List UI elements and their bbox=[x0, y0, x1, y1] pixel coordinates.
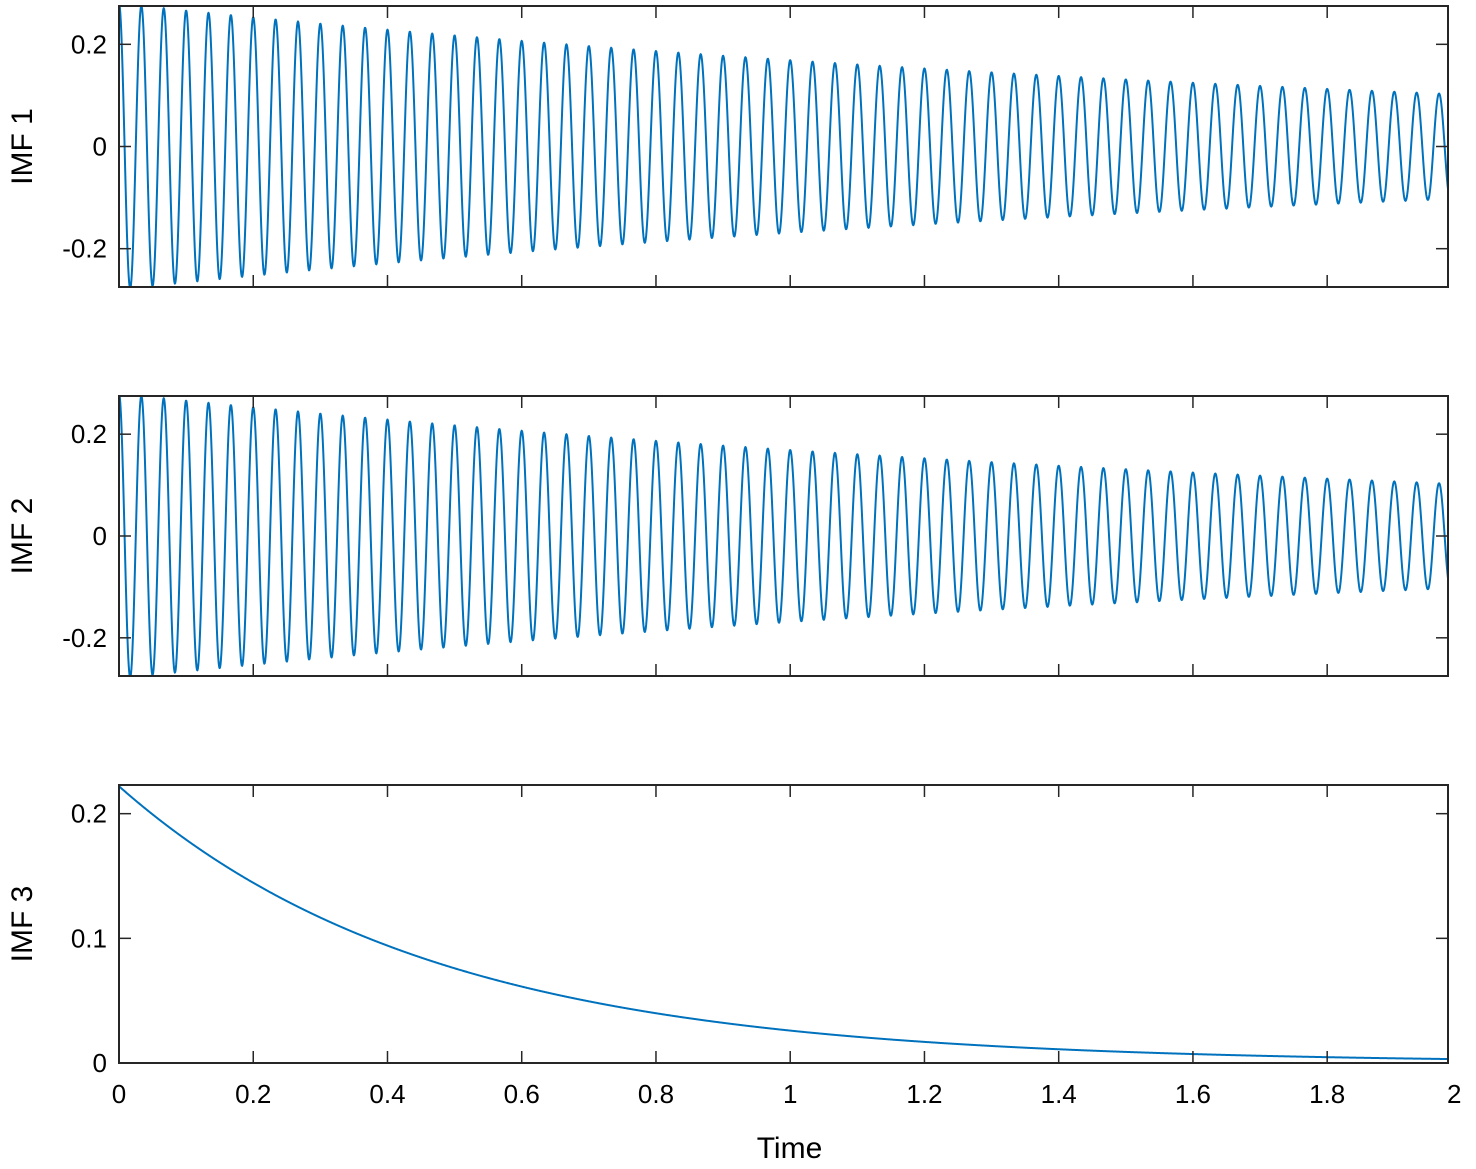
x-tick-label: 0 bbox=[112, 1079, 126, 1109]
y-tick-label: 0.2 bbox=[71, 29, 107, 59]
x-tick-label: 1.2 bbox=[906, 1079, 942, 1109]
x-tick-label: 0.6 bbox=[504, 1079, 540, 1109]
y-tick-label: 0.1 bbox=[71, 923, 107, 953]
x-tick-label: 1.4 bbox=[1041, 1079, 1077, 1109]
y-axis-label: IMF 2 bbox=[6, 498, 39, 575]
y-tick-label: 0 bbox=[93, 521, 107, 551]
x-tick-label: 0.2 bbox=[235, 1079, 271, 1109]
imf-2-panel: -0.2 0 0.2 IMF 2 bbox=[6, 395, 1449, 677]
axes-frame bbox=[118, 395, 1449, 677]
y-tick-label: -0.2 bbox=[62, 234, 107, 264]
axes-frame bbox=[118, 5, 1449, 288]
y-tick-label: 0 bbox=[93, 1048, 107, 1078]
x-tick-label: 1.8 bbox=[1309, 1079, 1345, 1109]
imf-3-series-line bbox=[119, 785, 1448, 1061]
imf-2-series-line bbox=[119, 396, 1448, 676]
imf-1-series-line bbox=[119, 6, 1448, 287]
y-tick-label: 0.2 bbox=[71, 419, 107, 449]
y-tick-label: -0.2 bbox=[62, 623, 107, 653]
y-tick-label: 0.2 bbox=[71, 799, 107, 829]
x-axis-label: Time bbox=[757, 1132, 823, 1165]
axes-frame bbox=[118, 784, 1449, 1064]
imf-3-panel: 0 0.1 0.2 0 0.2 0.4 0.6 0.8 1 1.2 1.4 1.6 1.8 2 IMF 3 T… bbox=[6, 784, 1461, 1165]
x-tick-label: 0.8 bbox=[638, 1079, 674, 1109]
y-axis-label: IMF 1 bbox=[6, 108, 39, 185]
x-tick-label: 2 bbox=[1447, 1079, 1461, 1109]
x-tick-label: 1 bbox=[783, 1079, 797, 1109]
y-tick-label: 0 bbox=[93, 132, 107, 162]
y-axis-label: IMF 3 bbox=[6, 886, 39, 963]
x-tick-label: 0.4 bbox=[369, 1079, 405, 1109]
x-tick-label: 1.6 bbox=[1175, 1079, 1211, 1109]
imf-1-panel: -0.2 0 0.2 IMF 1 bbox=[6, 5, 1449, 288]
